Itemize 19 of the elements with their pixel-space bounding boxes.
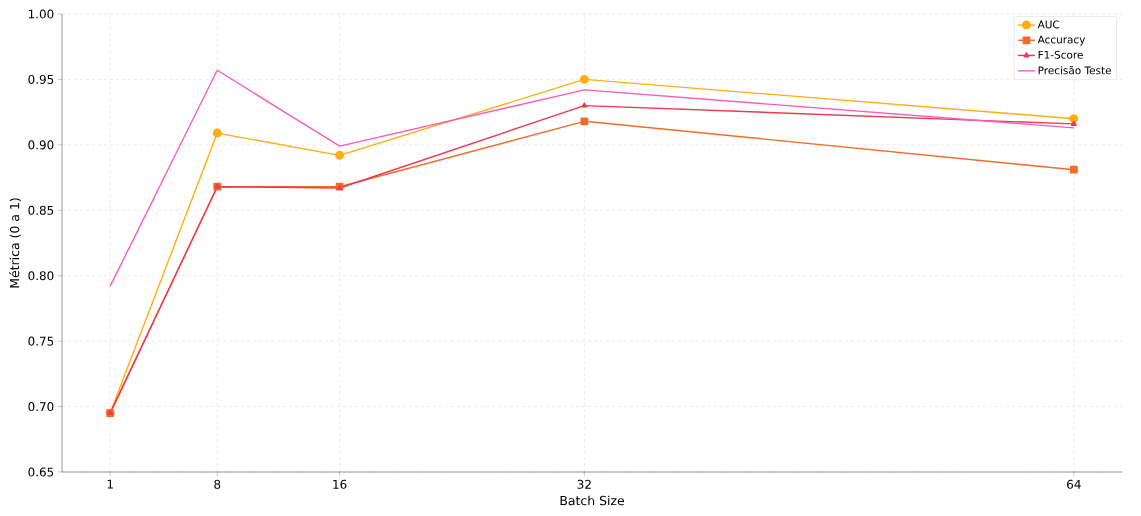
y-tick-label: 1.00 (28, 9, 54, 19)
y-axis-title: Métrica (0 a 1) (9, 198, 21, 288)
x-tick-label: 64 (1067, 479, 1081, 489)
y-tick-label: 0.90 (28, 140, 54, 150)
x-tick-label: 16 (333, 479, 347, 489)
y-tick-label: 0.70 (28, 402, 54, 412)
y-tick-label: 0.80 (28, 271, 54, 281)
x-tick-label: 8 (214, 479, 221, 489)
legend-label: F1-Score (1038, 50, 1083, 59)
legend-label: Accuracy (1037, 35, 1086, 46)
legend-label: AUC (1037, 20, 1060, 29)
y-tick-label: 0.65 (28, 467, 54, 477)
x-axis-title: Batch Size (560, 495, 625, 506)
y-tick-label: 0.75 (28, 336, 54, 346)
y-tick-label: 0.85 (28, 205, 54, 215)
x-tick-label: 1 (107, 479, 113, 489)
legend-label: Precisão Teste (1038, 66, 1111, 75)
y-tick-label: 0.95 (28, 74, 54, 84)
x-tick-label: 32 (577, 479, 591, 489)
